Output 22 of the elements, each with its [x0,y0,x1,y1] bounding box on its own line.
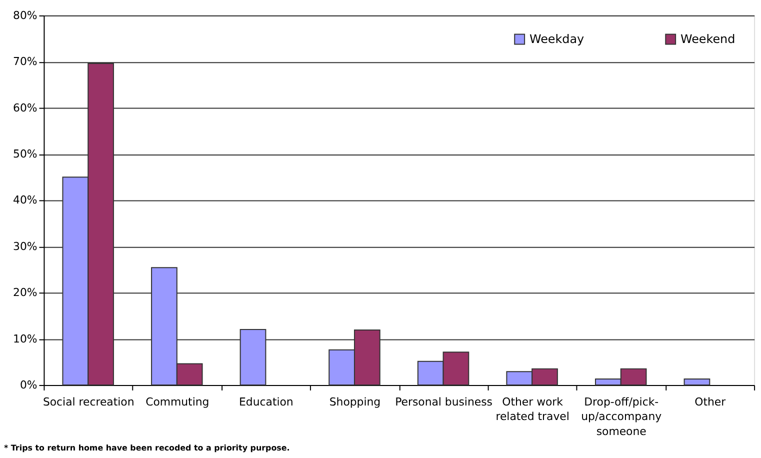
y-tick-label: 70% [13,55,38,68]
y-tick-label: 30% [13,240,38,253]
y-tick-label: 60% [13,101,38,114]
text: * Trips to return home have been recoded to a priority purpose. [4,444,290,453]
y-tick-label: 80% [13,8,38,22]
legend-label: Weekday [530,32,584,46]
x-tick-label: Education [239,395,294,408]
x-tick-label: Commuting [146,395,210,408]
x-tick-label: Other work related travel [496,395,570,424]
x-tick-label: Drop-off/pick- up/accompany someone [581,395,662,438]
x-tick-label: Personal business [395,395,493,408]
y-tick-label: 20% [13,286,38,300]
x-tick-label: Social recreation [42,395,134,408]
y-tick-label: 0% [20,378,38,392]
y-tick-label: 50% [13,147,38,160]
y-tick-label: 10% [13,332,38,346]
bar [240,329,266,386]
x-tick-label: Shopping [329,395,381,408]
bar [684,378,710,386]
x-tick-label: Other [694,395,726,408]
y-tick-label: 40% [13,194,38,207]
legend-label: Weekend [680,32,736,46]
